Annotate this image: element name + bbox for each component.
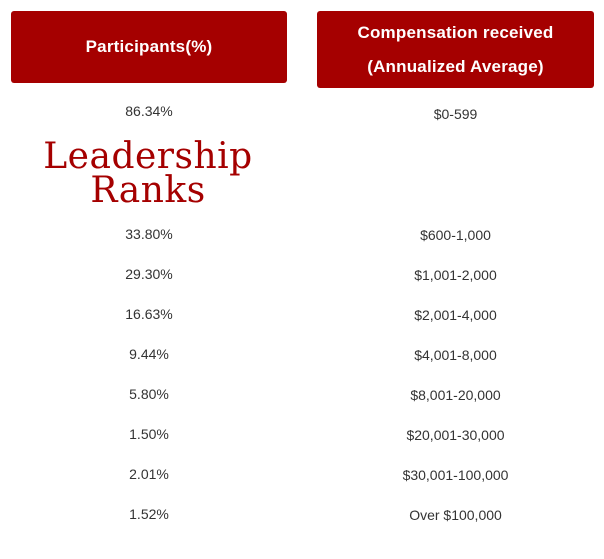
compensation-header-line2: (Annualized Average) xyxy=(367,56,544,76)
leadership-label-line2: Ranks xyxy=(90,170,206,211)
compensation-cell: $8,001-20,000 xyxy=(410,387,501,403)
compensation-cell: $2,001-4,000 xyxy=(414,307,497,323)
compensation-cell: $20,001-30,000 xyxy=(406,427,505,443)
participants-cell: 29.30% xyxy=(125,266,173,282)
participants-cell: 1.52% xyxy=(129,506,169,522)
compensation-cell: $1,001-2,000 xyxy=(414,267,497,283)
compensation-header: Compensation received (Annualized Averag… xyxy=(317,11,594,88)
participants-header-label: Participants(%) xyxy=(85,37,213,56)
participants-header: Participants(%) xyxy=(11,11,287,83)
participants-cell: 86.34% xyxy=(125,103,173,119)
compensation-cell: $4,001-8,000 xyxy=(414,347,497,363)
compensation-cell: $600-1,000 xyxy=(420,227,491,243)
compensation-cell: Over $100,000 xyxy=(409,507,502,523)
participants-cell: 33.80% xyxy=(125,226,173,242)
participants-cell: 16.63% xyxy=(125,306,173,322)
participants-cell: 9.44% xyxy=(129,346,169,362)
leadership-ranks-label: Leadership Ranks xyxy=(40,136,256,211)
participants-cell: 2.01% xyxy=(129,466,169,482)
participants-cell: 1.50% xyxy=(129,426,169,442)
compensation-cell: $30,001-100,000 xyxy=(402,467,509,483)
participants-cell: 5.80% xyxy=(129,386,169,402)
compensation-header-line1: Compensation received xyxy=(357,22,554,42)
leadership-label-line1: Leadership xyxy=(43,136,253,177)
compensation-cell: $0-599 xyxy=(433,106,478,122)
